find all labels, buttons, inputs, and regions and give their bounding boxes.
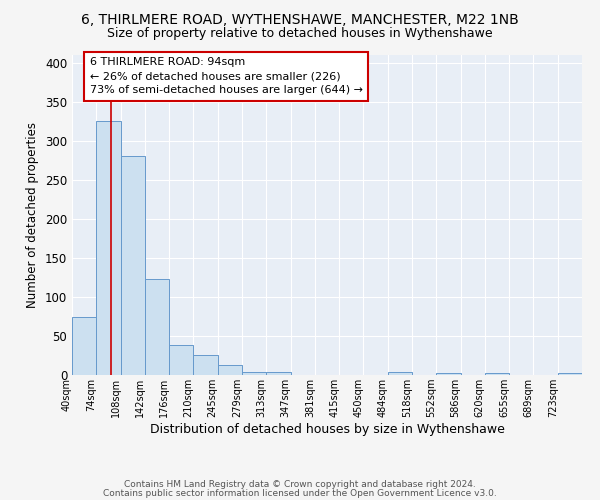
Bar: [388, 372, 412, 375]
Bar: [72, 317, 96, 375]
Text: 6, THIRLMERE ROAD, WYTHENSHAWE, MANCHESTER, M22 1NB: 6, THIRLMERE ROAD, WYTHENSHAWE, MANCHEST…: [81, 12, 519, 26]
Bar: [436, 374, 461, 375]
Bar: [266, 372, 290, 375]
Bar: [145, 279, 169, 375]
Text: Size of property relative to detached houses in Wythenshawe: Size of property relative to detached ho…: [107, 28, 493, 40]
Bar: [169, 346, 193, 375]
Text: 6 THIRLMERE ROAD: 94sqm
← 26% of detached houses are smaller (226)
73% of semi-d: 6 THIRLMERE ROAD: 94sqm ← 26% of detache…: [90, 58, 363, 96]
X-axis label: Distribution of detached houses by size in Wythenshawe: Distribution of detached houses by size …: [149, 423, 505, 436]
Bar: [485, 374, 509, 375]
Bar: [193, 356, 218, 375]
Text: Contains HM Land Registry data © Crown copyright and database right 2024.: Contains HM Land Registry data © Crown c…: [124, 480, 476, 489]
Y-axis label: Number of detached properties: Number of detached properties: [26, 122, 40, 308]
Text: Contains public sector information licensed under the Open Government Licence v3: Contains public sector information licen…: [103, 489, 497, 498]
Bar: [218, 365, 242, 375]
Bar: [121, 156, 145, 375]
Bar: [96, 122, 121, 375]
Bar: [558, 372, 582, 375]
Bar: [242, 372, 266, 375]
